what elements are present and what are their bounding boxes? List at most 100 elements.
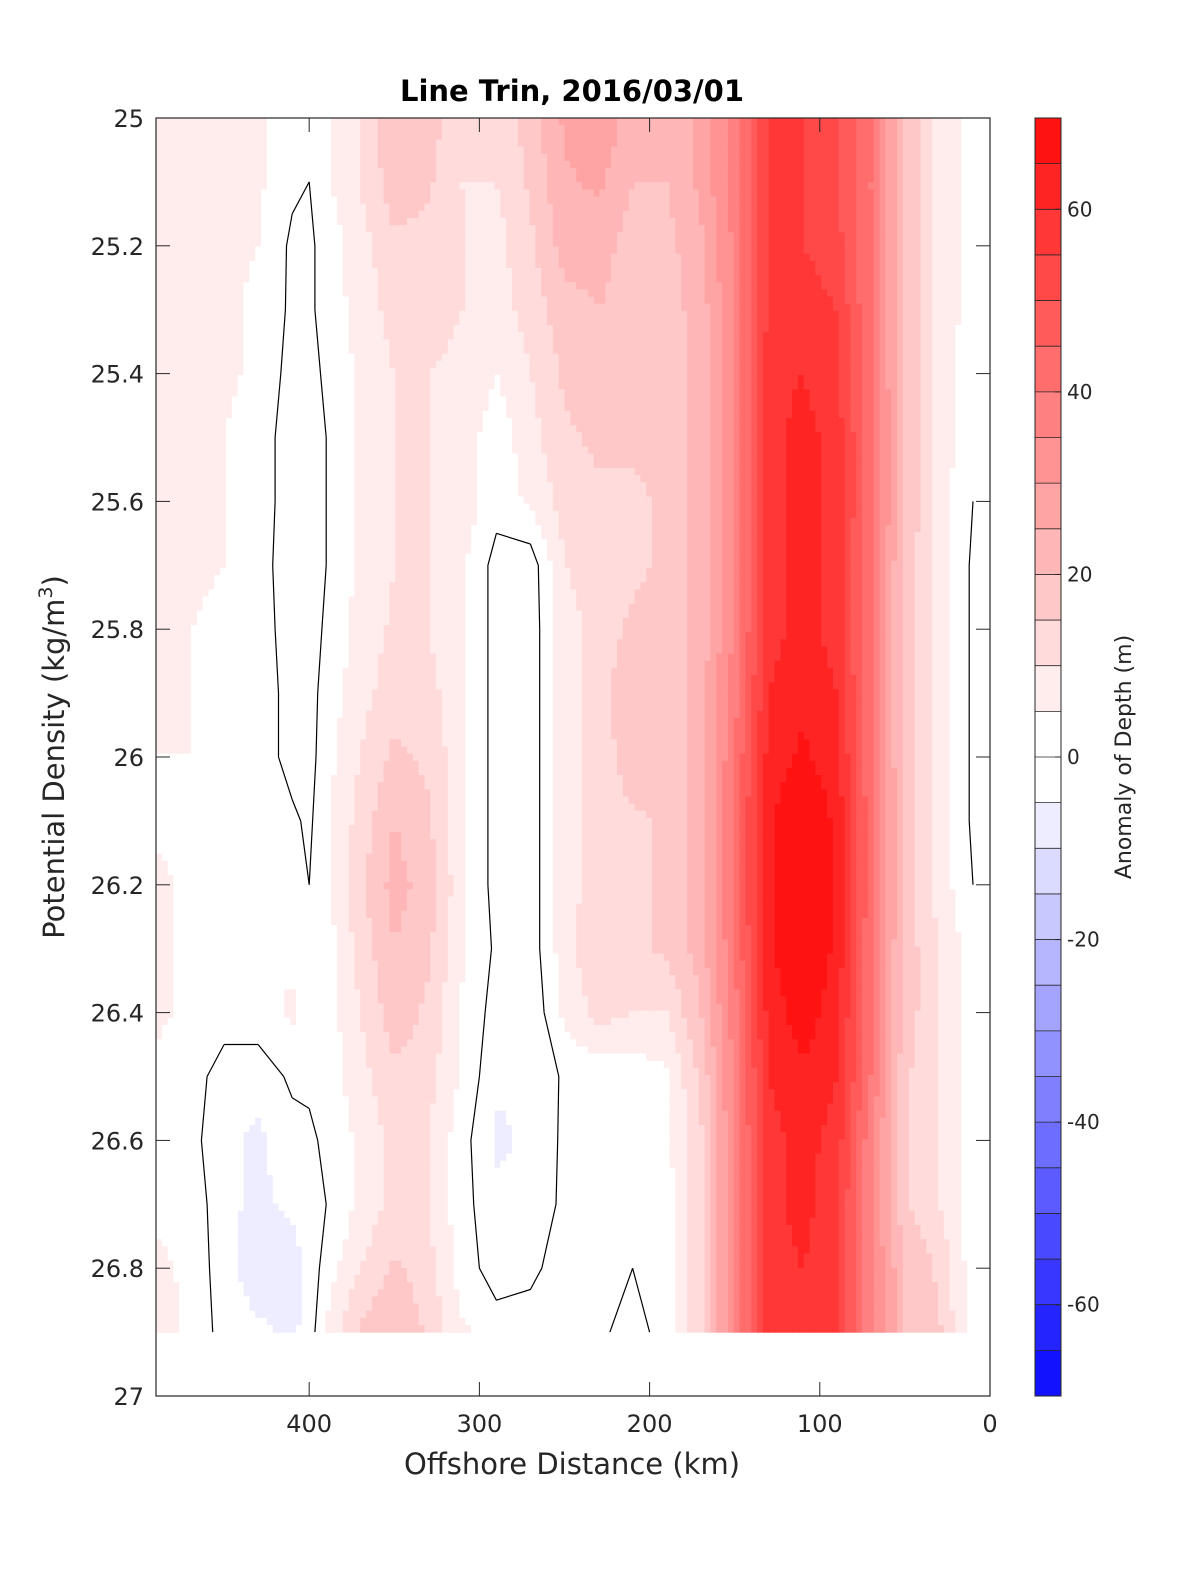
anomaly-cell xyxy=(476,339,484,348)
anomaly-cell xyxy=(366,282,373,290)
anomaly-cell xyxy=(902,146,910,155)
anomaly-cell xyxy=(523,146,531,155)
anomaly-cell xyxy=(517,189,525,198)
anomaly-cell xyxy=(453,246,461,255)
anomaly-cell xyxy=(249,125,256,133)
anomaly-cell xyxy=(558,210,566,219)
anomaly-cell xyxy=(821,132,828,141)
anomaly-cell xyxy=(529,275,536,283)
anomaly-cell xyxy=(926,232,933,241)
anomaly-cell xyxy=(885,175,892,183)
anomaly-cell xyxy=(856,210,863,219)
anomaly-cell xyxy=(301,153,309,162)
anomaly-cell xyxy=(786,275,793,283)
anomaly-cell xyxy=(692,253,700,262)
anomaly-cell xyxy=(296,275,303,283)
anomaly-cell xyxy=(529,125,536,133)
anomaly-cell xyxy=(301,296,309,305)
anomaly-cell xyxy=(354,196,361,205)
anomaly-cell xyxy=(687,118,694,126)
anomaly-cell xyxy=(249,182,256,191)
anomaly-cell xyxy=(809,203,817,212)
anomaly-cell xyxy=(167,303,175,312)
anomaly-cell xyxy=(494,239,501,248)
anomaly-cell xyxy=(570,167,577,176)
anomaly-cell xyxy=(698,146,706,155)
anomaly-cell xyxy=(879,203,887,212)
anomaly-cell xyxy=(862,232,869,241)
anomaly-cell xyxy=(231,296,239,305)
anomaly-cell xyxy=(675,146,682,155)
anomaly-cell xyxy=(961,303,968,312)
anomaly-cell xyxy=(687,189,694,198)
anomaly-cell xyxy=(395,246,402,255)
anomaly-cell xyxy=(313,310,320,319)
anomaly-cell xyxy=(920,296,927,305)
anomaly-cell xyxy=(832,325,840,333)
anomaly-cell xyxy=(517,282,525,290)
anomaly-cell xyxy=(261,360,268,369)
anomaly-cell xyxy=(395,275,402,283)
anomaly-cell xyxy=(541,210,548,219)
anomaly-cell xyxy=(663,339,671,348)
anomaly-cell xyxy=(290,317,297,326)
anomaly-cell xyxy=(792,160,799,169)
anomaly-cell xyxy=(383,118,391,126)
anomaly-cell xyxy=(482,196,490,205)
anomaly-cell xyxy=(383,132,391,141)
anomaly-cell xyxy=(249,367,256,376)
anomaly-cell xyxy=(436,253,443,262)
anomaly-cell xyxy=(412,353,420,362)
anomaly-cell xyxy=(523,353,531,362)
anomaly-cell xyxy=(745,175,752,183)
anomaly-cell xyxy=(949,132,957,141)
anomaly-cell xyxy=(208,125,215,133)
anomaly-cell xyxy=(226,253,233,262)
anomaly-cell xyxy=(920,253,927,262)
anomaly-cell xyxy=(622,167,630,176)
anomaly-cell xyxy=(926,289,933,298)
anomaly-cell xyxy=(301,317,309,326)
anomaly-cell xyxy=(862,275,869,283)
anomaly-cell xyxy=(313,339,320,348)
anomaly-cell xyxy=(885,282,892,290)
anomaly-cell xyxy=(196,367,204,376)
anomaly-cell xyxy=(214,139,221,148)
anomaly-cell xyxy=(692,289,700,298)
anomaly-cell xyxy=(891,253,898,262)
anomaly-cell xyxy=(237,153,245,162)
anomaly-cell xyxy=(476,132,484,141)
anomaly-cell xyxy=(885,118,892,126)
anomaly-cell xyxy=(558,217,566,226)
anomaly-cell xyxy=(722,217,729,226)
anomaly-cell xyxy=(937,153,945,162)
anomaly-cell xyxy=(552,339,560,348)
anomaly-cell xyxy=(500,153,507,162)
anomaly-cell xyxy=(243,182,250,191)
anomaly-cell xyxy=(255,118,262,126)
anomaly-cell xyxy=(669,360,676,369)
anomaly-cell xyxy=(406,353,414,362)
anomaly-cell xyxy=(156,125,163,133)
anomaly-cell xyxy=(657,146,665,155)
anomaly-cell xyxy=(284,260,291,269)
anomaly-cell xyxy=(465,275,472,283)
anomaly-cell xyxy=(185,196,192,205)
anomaly-cell xyxy=(780,360,787,369)
anomaly-cell xyxy=(226,217,233,226)
anomaly-cell xyxy=(646,253,653,262)
anomaly-cell xyxy=(546,346,554,355)
anomaly-cell xyxy=(179,260,186,269)
anomaly-cell xyxy=(961,203,968,212)
anomaly-cell xyxy=(173,246,180,255)
anomaly-cell xyxy=(272,282,280,290)
anomaly-cell xyxy=(167,367,175,376)
anomaly-cell xyxy=(774,332,782,340)
anomaly-cell xyxy=(424,139,431,148)
anomaly-cell xyxy=(313,346,320,355)
anomaly-cell xyxy=(511,239,519,248)
anomaly-cell xyxy=(576,282,583,290)
anomaly-cell xyxy=(967,217,974,226)
anomaly-cell xyxy=(412,160,420,169)
anomaly-cell xyxy=(535,253,542,262)
